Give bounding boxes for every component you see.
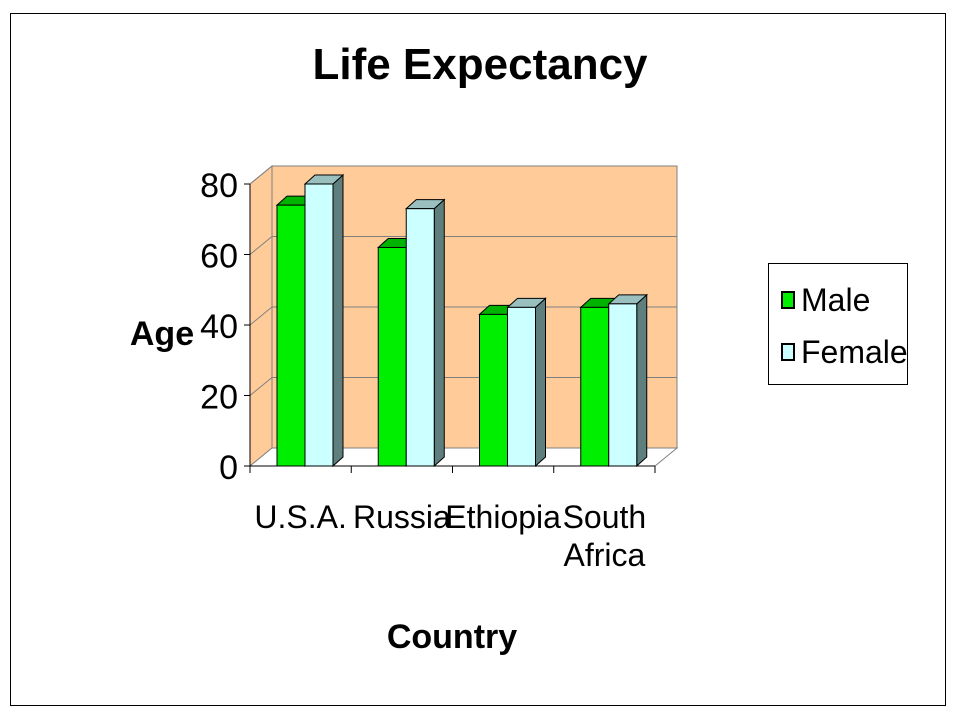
bar-male	[276, 204, 306, 467]
x-axis-label: Country	[387, 618, 517, 656]
x-tick-label: South Africa	[563, 499, 647, 573]
legend-label-male: Male	[801, 281, 871, 318]
bar-female	[608, 303, 638, 467]
gridline	[249, 165, 677, 185]
legend-item-male: Male	[781, 280, 870, 320]
y-axis-label: Age	[130, 315, 194, 353]
bar-female-side	[332, 173, 344, 468]
legend-label-female: Female	[801, 333, 908, 370]
bar-male	[580, 306, 610, 467]
y-tick-label: 0	[219, 449, 238, 487]
x-tick-label: Ethiopia	[445, 499, 561, 535]
bar-female	[507, 306, 536, 467]
bar-female-side	[535, 297, 546, 468]
legend-swatch-female	[781, 343, 795, 361]
bar-female-side	[636, 293, 648, 468]
y-tick-label: 60	[200, 238, 238, 276]
bar-female	[405, 208, 435, 467]
y-tick-label: 80	[200, 167, 238, 205]
bar-male	[479, 313, 508, 467]
x-tick-label: U.S.A.	[254, 499, 346, 535]
bar-male	[377, 246, 407, 467]
y-tick-label: 20	[200, 379, 238, 417]
chart-title: Life Expectancy	[312, 40, 648, 89]
gridline	[249, 236, 677, 255]
y-tick-label: 40	[200, 308, 238, 346]
legend: Male Female	[768, 263, 908, 385]
x-tick-label: Russia	[353, 499, 451, 535]
bar-female	[304, 183, 334, 467]
legend-item-female: Female	[781, 332, 908, 372]
legend-swatch-male	[781, 291, 795, 309]
bar-female-side	[433, 198, 445, 468]
